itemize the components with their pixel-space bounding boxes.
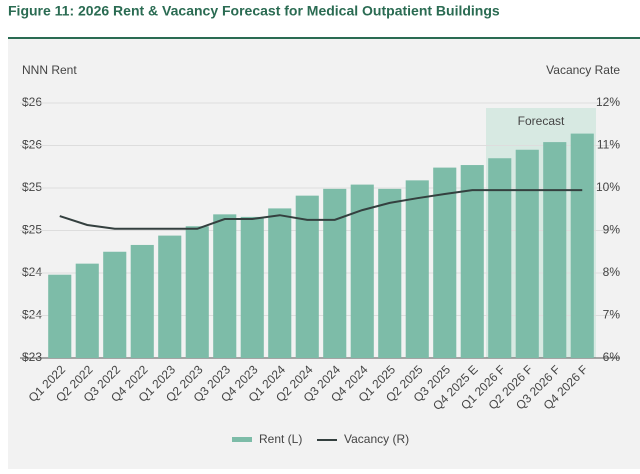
y-tick-label: $26 bbox=[22, 95, 42, 109]
bar bbox=[240, 216, 264, 358]
bar bbox=[460, 165, 484, 358]
y2-tick-label: 8% bbox=[603, 265, 621, 279]
y-tick-label: $25 bbox=[22, 180, 42, 194]
y-tick-label: $26 bbox=[22, 138, 42, 152]
bar bbox=[130, 244, 154, 358]
y2-tick-label: 10% bbox=[596, 180, 620, 194]
y2-tick-label: 12% bbox=[596, 95, 620, 109]
bar bbox=[213, 214, 237, 358]
bar bbox=[268, 208, 292, 358]
bar bbox=[405, 180, 429, 358]
bar bbox=[48, 274, 72, 358]
y-tick-label: $25 bbox=[22, 223, 42, 237]
chart-title: Figure 11: 2026 Rent & Vacancy Forecast … bbox=[8, 3, 500, 19]
y-tick-label: $24 bbox=[22, 265, 42, 279]
legend-label: Vacancy (R) bbox=[344, 432, 409, 446]
bar bbox=[158, 235, 182, 358]
y2-axis-label: Vacancy Rate bbox=[546, 63, 620, 77]
forecast-label: Forecast bbox=[518, 114, 565, 128]
line bbox=[59, 189, 583, 230]
bar bbox=[378, 188, 402, 358]
bar bbox=[323, 188, 347, 358]
bar bbox=[185, 226, 209, 358]
bar bbox=[515, 149, 539, 358]
legend-swatch bbox=[232, 437, 252, 442]
y2-tick-label: 7% bbox=[603, 308, 621, 322]
y-tick-label: $24 bbox=[22, 308, 42, 322]
bar bbox=[570, 133, 594, 358]
y2-tick-label: 9% bbox=[603, 223, 621, 237]
y-axis-label: NNN Rent bbox=[22, 63, 77, 77]
bar bbox=[295, 195, 319, 358]
bar bbox=[103, 251, 127, 358]
legend-label: Rent (L) bbox=[259, 432, 302, 446]
y2-tick-label: 11% bbox=[597, 138, 620, 152]
y2-tick-label: 6% bbox=[603, 350, 621, 364]
bar bbox=[433, 167, 457, 358]
bar bbox=[350, 184, 374, 358]
bar bbox=[488, 158, 512, 358]
y-tick-label: $23 bbox=[22, 350, 42, 364]
bar bbox=[543, 142, 567, 358]
bar bbox=[75, 263, 99, 358]
